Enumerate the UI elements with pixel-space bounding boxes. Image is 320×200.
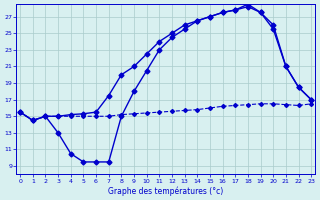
X-axis label: Graphe des températures (°c): Graphe des températures (°c)	[108, 186, 223, 196]
